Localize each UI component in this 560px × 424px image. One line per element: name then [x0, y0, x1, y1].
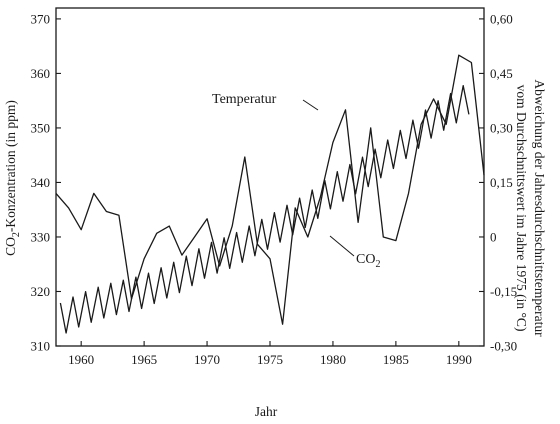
left-y-tick-label: 370 — [31, 11, 51, 26]
x-tick-label: 1980 — [320, 352, 346, 367]
left-y-tick-label: 340 — [31, 175, 51, 190]
left-y-tick-label: 350 — [31, 120, 51, 135]
x-tick-label: 1985 — [383, 352, 409, 367]
co2-annotation-leader — [329, 235, 355, 257]
x-tick-label: 1965 — [131, 352, 157, 367]
x-axis-ticks: 1960 1965 1970 1975 1980 1985 1990 — [68, 341, 472, 367]
right-y-tick-label: -0,30 — [490, 339, 517, 354]
temperature-series-line — [55, 54, 485, 325]
x-tick-label: 1990 — [446, 352, 472, 367]
right-y-tick-label: -0,15 — [490, 284, 517, 299]
right-y-axis-title-line1: Abweichung der Jahresdurchschnittstemper… — [532, 79, 547, 337]
x-tick-label: 1960 — [68, 352, 94, 367]
left-y-tick-label: 310 — [31, 339, 51, 354]
right-y-axis-title-line2: vom Durchschnittswert im Jahre 1975 (in … — [514, 85, 529, 332]
x-tick-label: 1975 — [257, 352, 283, 367]
left-y-tick-label: 320 — [31, 284, 51, 299]
left-y-tick-label: 360 — [31, 66, 51, 81]
temperature-annotation: Temperatur — [212, 92, 277, 107]
right-y-tick-label: 0,60 — [490, 11, 513, 26]
co2-annotation: CO2 — [356, 252, 380, 270]
left-y-axis-ticks: 310 320 330 340 350 360 370 — [31, 11, 61, 354]
x-axis-title: Jahr — [255, 404, 278, 419]
co2-series-line — [59, 84, 470, 334]
left-y-tick-label: 330 — [31, 229, 51, 244]
temperature-annotation-leader — [302, 99, 319, 111]
right-y-tick-label: 0 — [490, 229, 497, 244]
right-y-axis-ticks: 0,60 0,45 0,30 0,15 0 -0,15 -0,30 — [479, 11, 517, 354]
right-y-tick-label: 0,15 — [490, 175, 513, 190]
right-y-tick-label: 0,30 — [490, 120, 513, 135]
left-y-axis-title: CO2-Konzentration (in ppm) — [3, 100, 22, 256]
x-tick-label: 1970 — [194, 352, 220, 367]
right-y-tick-label: 0,45 — [490, 66, 513, 81]
